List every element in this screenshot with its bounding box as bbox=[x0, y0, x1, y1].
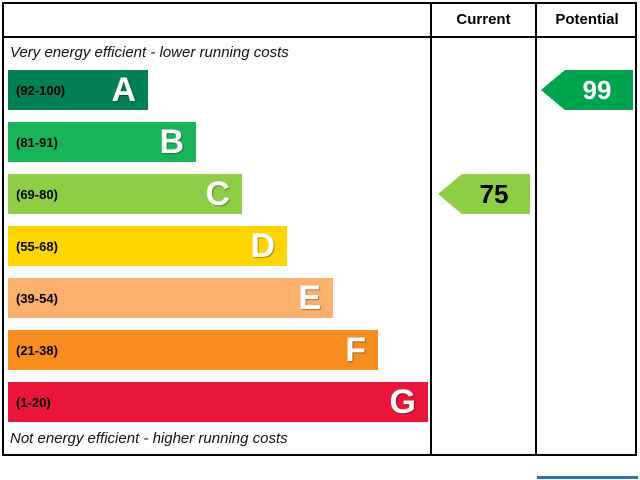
band-letter: F bbox=[345, 331, 366, 369]
band-range-label: (21-38) bbox=[16, 342, 58, 358]
potential-rating-arrow: 99 bbox=[541, 70, 633, 110]
chart-border bbox=[2, 2, 637, 456]
band-range-label: (69-80) bbox=[16, 186, 58, 202]
band-bar-b: (81-91) B bbox=[8, 122, 196, 162]
band-letter: C bbox=[205, 175, 230, 213]
band-bar-c: (69-80) C bbox=[8, 174, 242, 214]
header-divider bbox=[2, 36, 637, 38]
band-letter: D bbox=[250, 227, 275, 265]
potential-column-header: Potential bbox=[555, 11, 619, 28]
band-range-label: (92-100) bbox=[16, 82, 66, 98]
band-letter: G bbox=[389, 383, 416, 421]
current-column-divider bbox=[430, 2, 432, 456]
footer-accent-line bbox=[537, 476, 638, 479]
band-range-label: (81-91) bbox=[16, 134, 58, 150]
band-bar-e: (39-54) E bbox=[8, 278, 333, 318]
band-bar-a: (92-100) A bbox=[8, 70, 148, 110]
current-rating-value: 75 bbox=[479, 179, 509, 209]
band-bar-d: (55-68) D bbox=[8, 226, 287, 266]
band-range-label: (55-68) bbox=[16, 238, 58, 254]
band-bar-g: (1-20) G bbox=[8, 382, 428, 422]
potential-rating-value: 99 bbox=[582, 75, 612, 105]
caption-top-efficient: Very energy efficient - lower running co… bbox=[10, 44, 289, 61]
band-letter: A bbox=[111, 71, 136, 109]
band-letter: B bbox=[159, 123, 184, 161]
current-column-header: Current bbox=[456, 11, 511, 28]
band-range-label: (1-20) bbox=[16, 394, 51, 410]
caption-bottom-inefficient: Not energy efficient - higher running co… bbox=[10, 430, 288, 447]
potential-column-divider bbox=[535, 2, 537, 456]
band-range-label: (39-54) bbox=[16, 290, 58, 306]
band-letter: E bbox=[298, 279, 321, 317]
band-bar-f: (21-38) F bbox=[8, 330, 378, 370]
